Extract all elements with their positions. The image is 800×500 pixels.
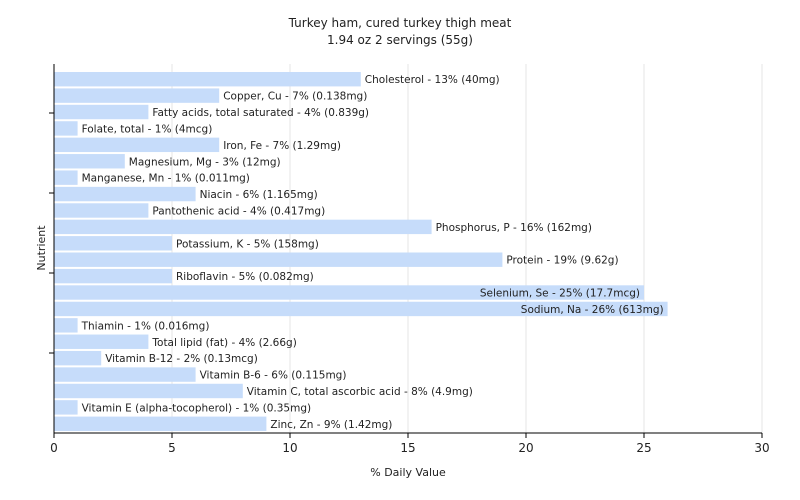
bar-9 [54,219,432,235]
bar-label-21: Zinc, Zn - 9% (1.42mg) [270,419,392,431]
bar-3 [54,121,78,136]
bar-7 [54,186,196,202]
bar-5 [54,154,125,169]
bar-18 [54,367,196,382]
bar-label-17: Vitamin B-12 - 2% (0.13mcg) [105,353,258,365]
x-tick-label-6: 30 [754,441,769,455]
x-tick-label-0: 0 [50,441,58,455]
bar-12 [54,268,172,284]
bars: Cholesterol - 13% (40mg) Copper, Cu - 7% … [54,72,668,431]
bar-label-0: Cholesterol - 13% (40mg) [365,74,500,86]
bar-label-9: Phosphorus, P - 16% (162mg) [436,222,592,234]
chart-subtitle: 1.94 oz 2 servings (55g) [327,33,473,47]
bar-label-14: Sodium, Na - 26% (613mg) [521,304,664,316]
bar-label-13: Selenium, Se - 25% (17.7mcg) [480,288,640,300]
bar-16 [54,334,149,349]
x-tick-label-5: 25 [636,441,651,455]
bar-17 [54,350,102,366]
x-tick-label-1: 5 [168,441,176,455]
bar-label-1: Copper, Cu - 7% (0.138mg) [223,91,367,103]
x-axis-title: % Daily Value [370,466,446,479]
bar-label-10: Potassium, K - 5% (158mg) [176,238,319,250]
bar-label-16: Total lipid (fat) - 4% (2.66g) [151,337,296,349]
bar-label-12: Riboflavin - 5% (0.082mg) [176,271,314,283]
bar-13 [54,285,644,300]
x-tick-label-4: 20 [518,441,533,455]
x-tick-label-2: 10 [282,441,297,455]
bar-label-18: Vitamin B-6 - 6% (0.115mg) [200,370,347,382]
bar-19 [54,383,243,399]
bar-label-3: Folate, total - 1% (4mcg) [82,123,213,135]
bar-label-15: Thiamin - 1% (0.016mg) [81,320,210,332]
bar-4 [54,137,220,153]
y-axis-title: Nutrient [35,225,48,271]
axes: 0 5 10 15 20 25 30 [49,64,770,455]
bar-label-20: Vitamin E (alpha-tocopherol) - 1% (0.35m… [82,402,312,414]
bar-8 [54,203,149,218]
bar-label-2: Fatty acids, total saturated - 4% (0.839… [152,107,369,119]
bar-10 [54,236,172,251]
bar-label-11: Protein - 19% (9.62g) [506,255,618,267]
x-tick-label-3: 15 [400,441,415,455]
bar-1 [54,88,220,103]
bar-21 [54,416,267,431]
bar-2 [54,104,149,120]
bar-label-5: Magnesium, Mg - 3% (12mg) [129,156,281,168]
bar-20 [54,400,78,415]
bar-label-4: Iron, Fe - 7% (1.29mg) [223,140,341,152]
bar-15 [54,318,78,333]
bar-label-19: Vitamin C, total ascorbic acid - 8% (4.9… [247,386,473,398]
bar-label-7: Niacin - 6% (1.165mg) [200,189,318,201]
chart-title: Turkey ham, cured turkey thigh meat [288,16,512,30]
bar-label-6: Manganese, Mn - 1% (0.011mg) [82,173,250,185]
bar-6 [54,170,78,185]
bar-0 [54,72,361,87]
bar-11 [54,252,503,267]
bar-14 [54,301,668,317]
bar-label-8: Pantothenic acid - 4% (0.417mg) [152,205,325,217]
